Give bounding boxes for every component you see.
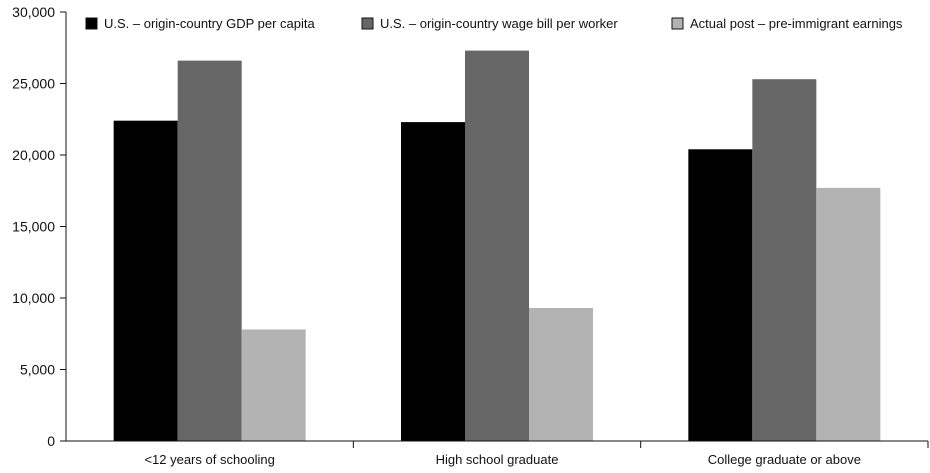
- legend: U.S. – origin-country GDP per capita U.S.…: [85, 16, 903, 31]
- legend-label: U.S. – origin-country wage bill per work…: [380, 16, 618, 31]
- bar-1-2: [401, 122, 465, 442]
- bar-2-1: [177, 60, 242, 442]
- legend-label: Actual post – pre-immigrant earnings: [690, 16, 903, 31]
- y-tick-label: 0: [47, 433, 55, 449]
- y-tick-label: 20,000: [12, 147, 55, 163]
- legend-swatch: [85, 17, 98, 30]
- y-axis: 0 5,000 10,000 15,000 20,000 25,000 30,000: [12, 4, 67, 449]
- x-axis: <12 years of schooling High school gradua…: [66, 440, 929, 467]
- y-tick-label: 5,000: [20, 362, 55, 378]
- bar-2-3: [752, 79, 817, 442]
- y-tick-label: 15,000: [12, 219, 55, 235]
- y-tick-label: 25,000: [12, 76, 55, 92]
- y-tick-label: 30,000: [12, 4, 55, 20]
- x-category-label: College graduate or above: [708, 452, 861, 467]
- bar-2-2: [465, 50, 529, 442]
- y-tick-label: 10,000: [12, 290, 55, 306]
- legend-swatch: [361, 17, 374, 30]
- legend-swatch: [671, 17, 684, 30]
- bar-1-3: [688, 149, 753, 441]
- bar-1-1: [113, 120, 178, 442]
- x-category-label: High school graduate: [436, 452, 559, 467]
- bar-3-3: [816, 187, 881, 441]
- legend-label: U.S. – origin-country GDP per capita: [104, 16, 316, 31]
- bar-3-1: [241, 329, 306, 441]
- bar-3-2: [529, 308, 593, 441]
- x-category-label: <12 years of schooling: [144, 452, 274, 467]
- bars: [113, 50, 881, 442]
